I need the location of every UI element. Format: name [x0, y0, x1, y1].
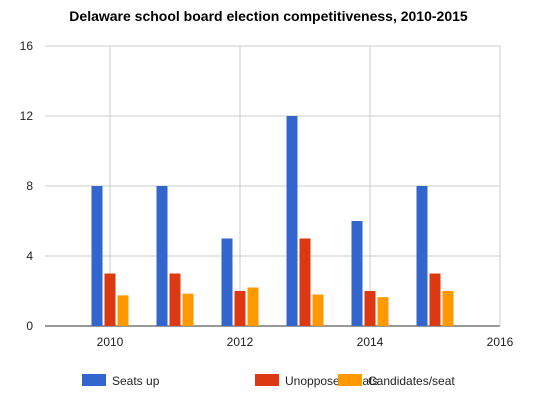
bar-candidates-seat-2013	[312, 294, 324, 326]
bar-seats-up-2010	[91, 186, 103, 326]
bar-candidates-seat-2014	[377, 297, 389, 326]
legend-label-seats-up: Seats up	[112, 374, 160, 388]
bar-unopposed-seats-2012	[234, 291, 246, 326]
y-tick-label: 16	[20, 39, 34, 53]
bar-unopposed-seats-2010	[104, 273, 116, 326]
bar-candidates-seat-2015	[442, 291, 454, 326]
x-tick-label: 2010	[97, 335, 124, 349]
x-tick-label: 2012	[227, 335, 254, 349]
legend-swatch-candidates-seat	[338, 374, 362, 386]
bar-seats-up-2014	[351, 221, 363, 326]
y-tick-label: 4	[26, 249, 33, 263]
axis-layer: 0 4 8 12 16 2010 2012 2014 2016	[20, 39, 514, 349]
legend-label-unopposed-seats: Unopposed seats	[285, 374, 378, 388]
bar-unopposed-seats-2015	[429, 273, 441, 326]
y-tick-label: 8	[26, 179, 33, 193]
bar-seats-up-2012	[221, 238, 233, 326]
legend-swatch-unopposed-seats	[255, 374, 279, 386]
legend-swatch-seats-up	[82, 374, 106, 386]
bar-seats-up-2013	[286, 116, 298, 326]
x-tick-label: 2016	[487, 335, 514, 349]
y-tick-label: 0	[26, 319, 33, 333]
bar-seats-up-2015	[416, 186, 428, 326]
x-tick-label: 2014	[357, 335, 384, 349]
y-tick-label: 12	[20, 109, 34, 123]
bar-candidates-seat-2010	[117, 295, 129, 326]
bar-unopposed-seats-2013	[299, 238, 311, 326]
bar-candidates-seat-2011	[182, 293, 194, 326]
bar-unopposed-seats-2014	[364, 291, 376, 326]
bar-seats-up-2011	[156, 186, 168, 326]
chart-title: Delaware school board election competiti…	[69, 8, 468, 24]
bar-layer	[91, 116, 454, 326]
legend-label-candidates-seat: Candidates/seat	[368, 374, 455, 388]
bar-candidates-seat-2012	[247, 287, 259, 326]
bar-unopposed-seats-2011	[169, 273, 181, 326]
